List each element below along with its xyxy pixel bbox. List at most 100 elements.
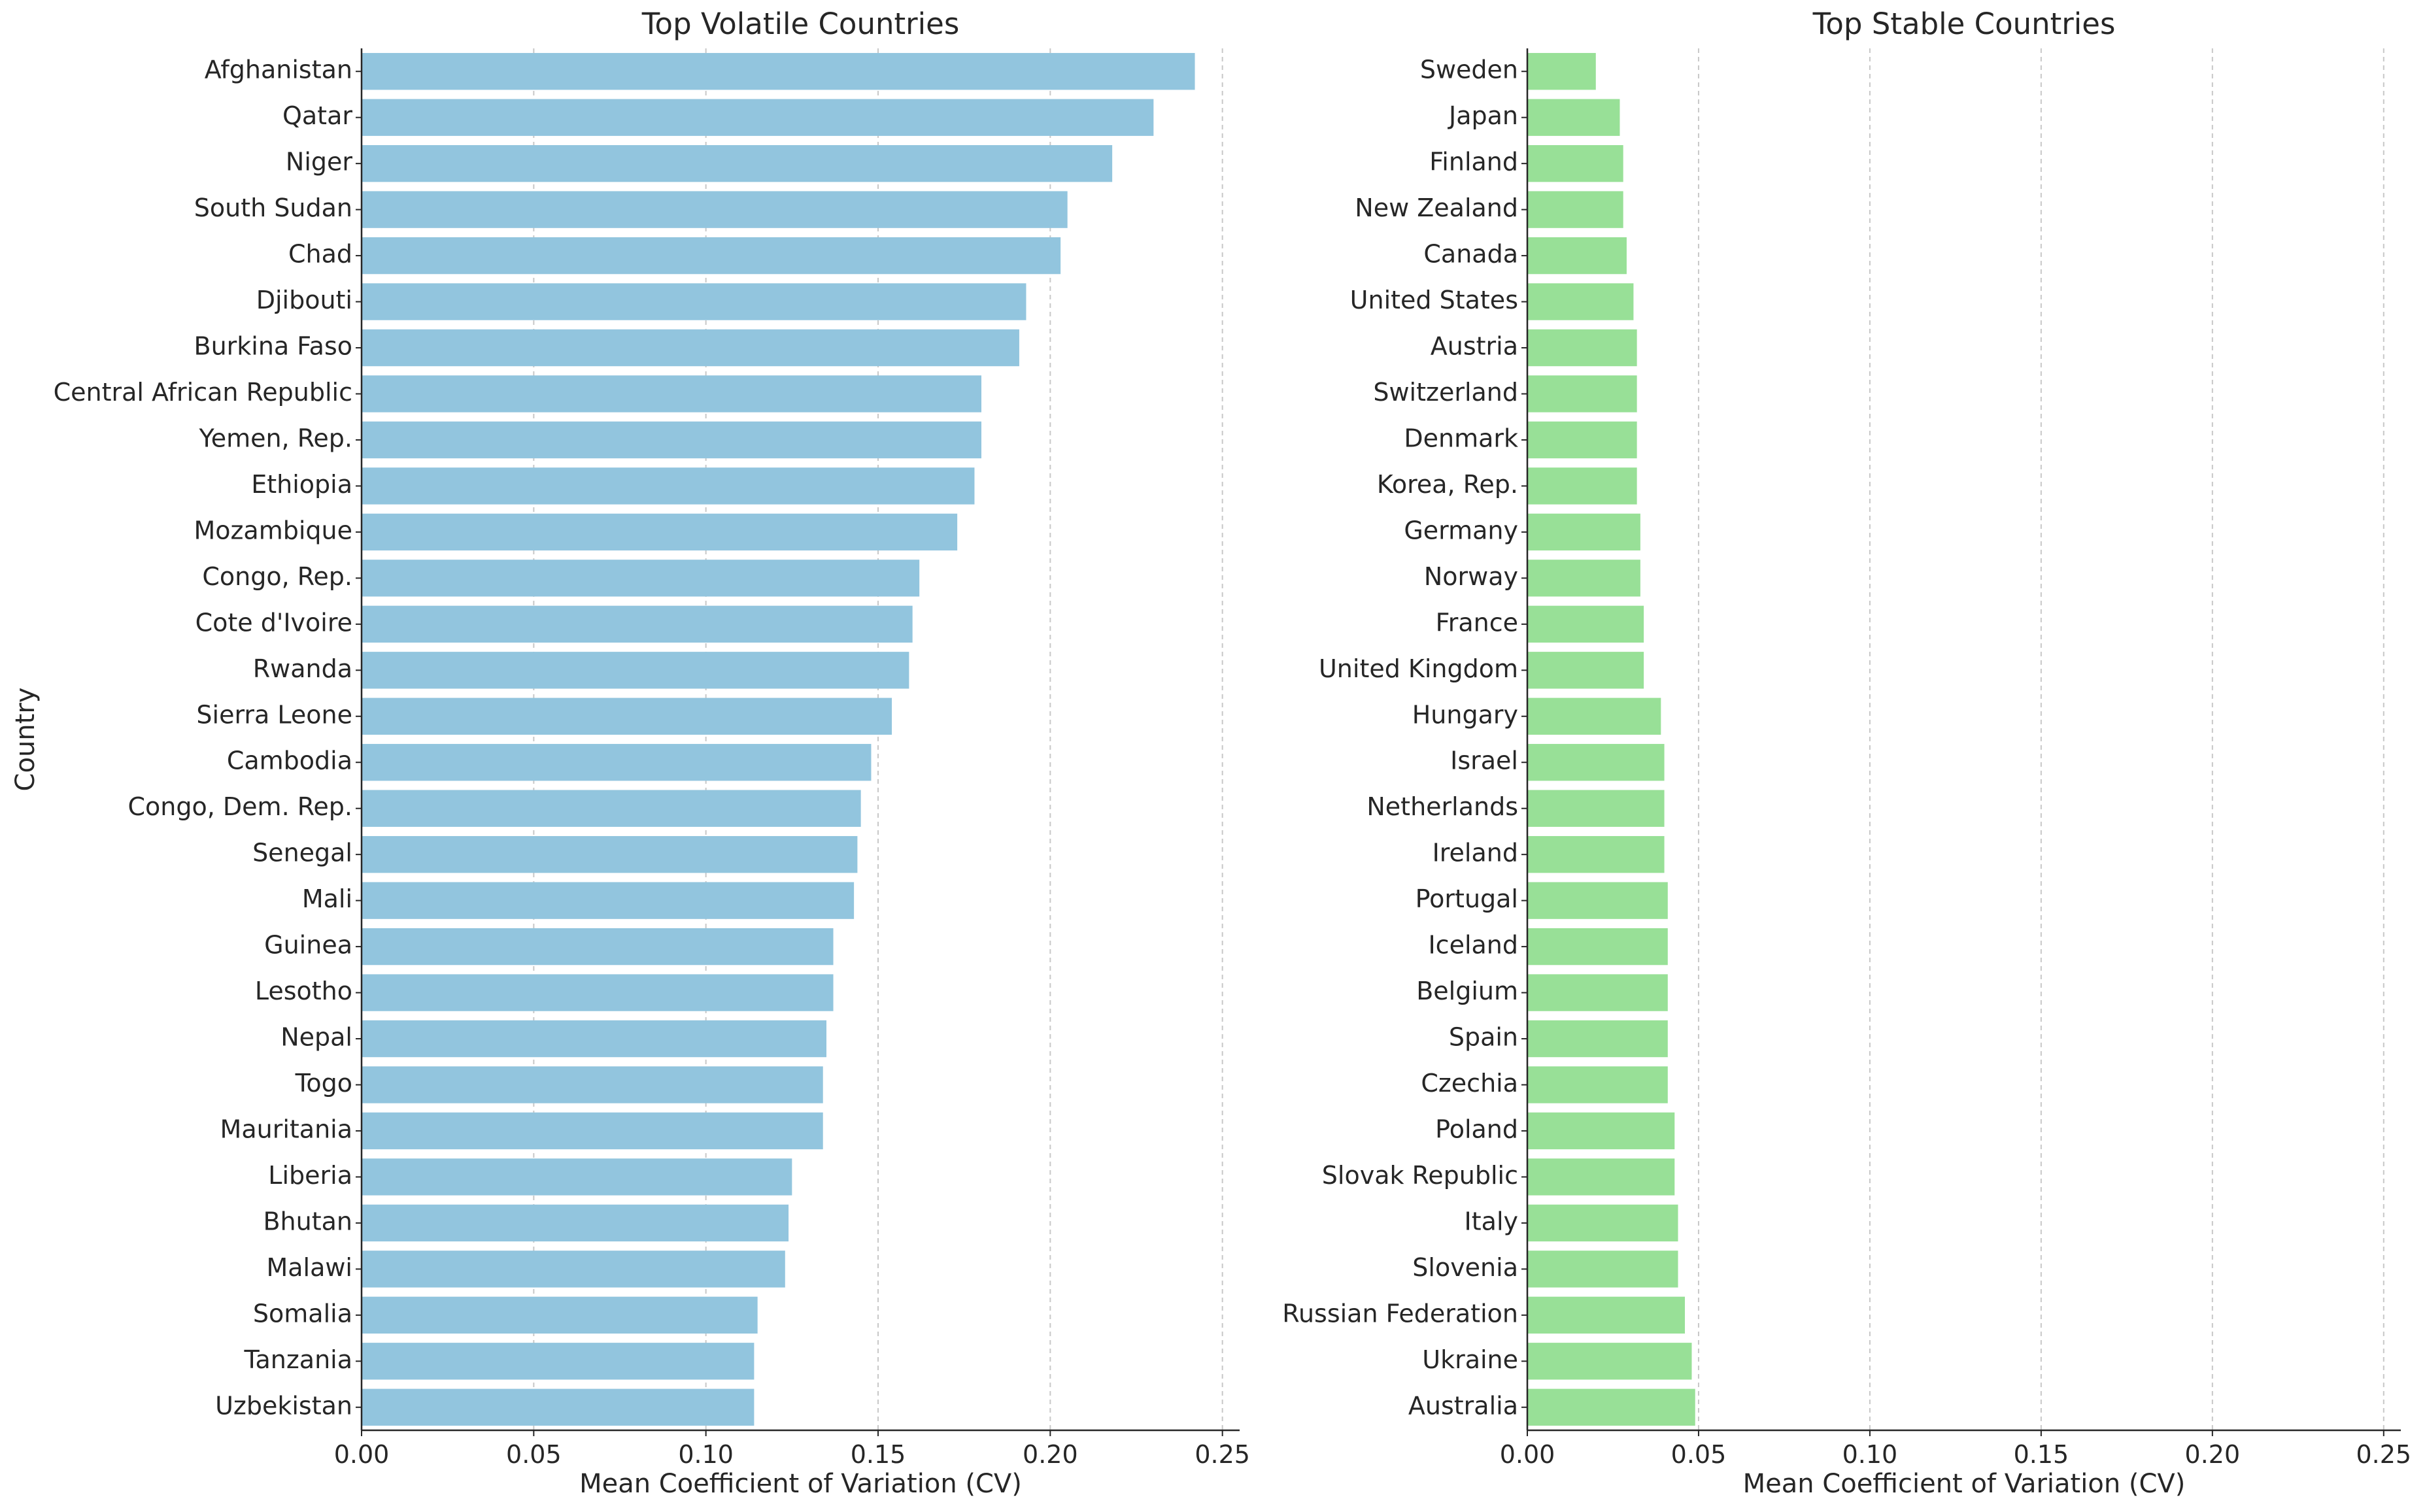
y-tick-label: Slovak Republic bbox=[1322, 1161, 1518, 1190]
bar-belgium bbox=[1527, 974, 1668, 1011]
bar-finland bbox=[1527, 144, 1623, 182]
y-tick-label: Israel bbox=[1450, 747, 1518, 775]
y-tick-label: Czechia bbox=[1421, 1069, 1518, 1098]
bar-denmark bbox=[1527, 421, 1637, 459]
y-tick-label: Netherlands bbox=[1366, 792, 1518, 821]
bar-nepal bbox=[362, 1020, 826, 1058]
y-tick-label: Cambodia bbox=[227, 747, 352, 775]
y-tick-label: Lesotho bbox=[255, 977, 352, 1005]
y-tick-label: Congo, Rep. bbox=[202, 562, 352, 591]
bar-afghanistan bbox=[362, 53, 1195, 90]
y-tick-label: Japan bbox=[1448, 101, 1518, 130]
y-tick-label: Nepal bbox=[280, 1023, 352, 1052]
y-tick-label: Uzbekistan bbox=[215, 1391, 352, 1420]
bar-burkina-faso bbox=[362, 329, 1019, 367]
bar-qatar bbox=[362, 99, 1154, 136]
y-tick-label: United Kingdom bbox=[1319, 654, 1518, 683]
chart-title: Top Volatile Countries bbox=[641, 7, 960, 41]
bar-uzbekistan bbox=[362, 1388, 755, 1426]
y-tick-label: South Sudan bbox=[194, 193, 352, 222]
bar-yemen-rep bbox=[362, 421, 981, 459]
y-tick-label: Sweden bbox=[1420, 56, 1518, 84]
bar-korea-rep bbox=[1527, 467, 1637, 505]
y-tick-label: Ethiopia bbox=[251, 470, 352, 499]
y-tick-label: Mali bbox=[302, 884, 352, 913]
bar-tanzania bbox=[362, 1343, 755, 1380]
bar-czechia bbox=[1527, 1066, 1668, 1103]
bar-cambodia bbox=[362, 744, 872, 781]
bar-mali bbox=[362, 882, 855, 919]
bar-rwanda bbox=[362, 652, 909, 689]
y-tick-label: Yemen, Rep. bbox=[199, 424, 352, 452]
x-tick-label: 0.00 bbox=[334, 1440, 390, 1469]
x-tick-label: 0.00 bbox=[1500, 1440, 1555, 1469]
y-tick-label: Canada bbox=[1423, 240, 1518, 269]
bar-malawi bbox=[362, 1251, 785, 1288]
chart-title: Top Stable Countries bbox=[1812, 7, 2116, 41]
y-tick-label: Central African Republic bbox=[54, 378, 352, 407]
y-tick-label: New Zealand bbox=[1355, 193, 1518, 222]
y-tick-label: Djibouti bbox=[256, 286, 352, 314]
x-tick-label: 0.15 bbox=[851, 1440, 906, 1469]
y-tick-label: United States bbox=[1350, 286, 1518, 314]
y-tick-label: Russian Federation bbox=[1282, 1299, 1518, 1328]
bar-mozambique bbox=[362, 513, 958, 551]
y-tick-label: Rwanda bbox=[253, 654, 352, 683]
y-tick-label: Germany bbox=[1404, 516, 1518, 545]
bar-lesotho bbox=[362, 974, 834, 1011]
bar-somalia bbox=[362, 1296, 758, 1334]
y-tick-label: Korea, Rep. bbox=[1377, 470, 1518, 499]
bar-central-african-republic bbox=[362, 375, 981, 412]
bar-guinea bbox=[362, 928, 834, 966]
bar-chad bbox=[362, 237, 1061, 275]
y-tick-label: Senegal bbox=[252, 839, 352, 867]
bar-niger bbox=[362, 144, 1113, 182]
y-tick-label: Norway bbox=[1424, 562, 1518, 591]
y-tick-label: Austria bbox=[1431, 332, 1518, 361]
bar-poland bbox=[1527, 1112, 1675, 1150]
y-tick-label: Denmark bbox=[1404, 424, 1518, 452]
bar-australia bbox=[1527, 1388, 1695, 1426]
bar-togo bbox=[362, 1066, 823, 1103]
x-tick-label: 0.05 bbox=[1671, 1440, 1727, 1469]
bar-hungary bbox=[1527, 697, 1661, 735]
y-tick-label: Afghanistan bbox=[205, 56, 352, 84]
y-tick-label: Ukraine bbox=[1422, 1345, 1518, 1374]
bar-cote-d-ivoire bbox=[362, 605, 913, 643]
x-tick-label: 0.15 bbox=[2014, 1440, 2069, 1469]
x-axis-label: Mean Coefficient of Variation (CV) bbox=[579, 1469, 1022, 1499]
y-tick-label: Iceland bbox=[1428, 931, 1518, 960]
y-tick-label: Spain bbox=[1449, 1023, 1518, 1052]
y-tick-label: Congo, Dem. Rep. bbox=[128, 792, 352, 821]
y-tick-label: Guinea bbox=[264, 931, 352, 960]
y-tick-label: Cote d'Ivoire bbox=[195, 608, 352, 637]
bar-switzerland bbox=[1527, 375, 1637, 412]
bar-austria bbox=[1527, 329, 1637, 367]
y-tick-label: Burkina Faso bbox=[194, 332, 353, 361]
y-tick-label: Poland bbox=[1435, 1115, 1518, 1143]
y-tick-label: Bhutan bbox=[263, 1207, 352, 1235]
bar-djibouti bbox=[362, 283, 1026, 320]
bar-united-states bbox=[1527, 283, 1634, 320]
volatile-countries-panel: Afghanistan Qatar Niger South Sudan Chad Djib… bbox=[10, 7, 1250, 1499]
x-tick-label: 0.25 bbox=[2356, 1440, 2411, 1469]
y-tick-label: Belgium bbox=[1416, 977, 1518, 1005]
y-tick-label: Switzerland bbox=[1373, 378, 1518, 407]
y-tick-label: Malawi bbox=[266, 1253, 352, 1282]
bar-south-sudan bbox=[362, 191, 1068, 228]
bar-congo-rep bbox=[362, 560, 920, 597]
x-tick-label: 0.20 bbox=[1023, 1440, 1078, 1469]
y-tick-label: Qatar bbox=[282, 101, 352, 130]
bar-norway bbox=[1527, 560, 1640, 597]
y-axis-label: Country bbox=[10, 688, 41, 792]
y-tick-label: Australia bbox=[1408, 1391, 1518, 1420]
y-tick-label: Italy bbox=[1465, 1207, 1518, 1235]
stable-countries-panel: Sweden Japan Finland New Zealand Canada Unite… bbox=[1282, 7, 2411, 1499]
y-tick-label: Chad bbox=[288, 240, 352, 269]
bar-senegal bbox=[362, 835, 858, 873]
y-tick-label: Portugal bbox=[1416, 884, 1518, 913]
y-tick-label: Liberia bbox=[268, 1161, 352, 1190]
bar-spain bbox=[1527, 1020, 1668, 1058]
y-tick-label: Sierra Leone bbox=[196, 700, 352, 729]
